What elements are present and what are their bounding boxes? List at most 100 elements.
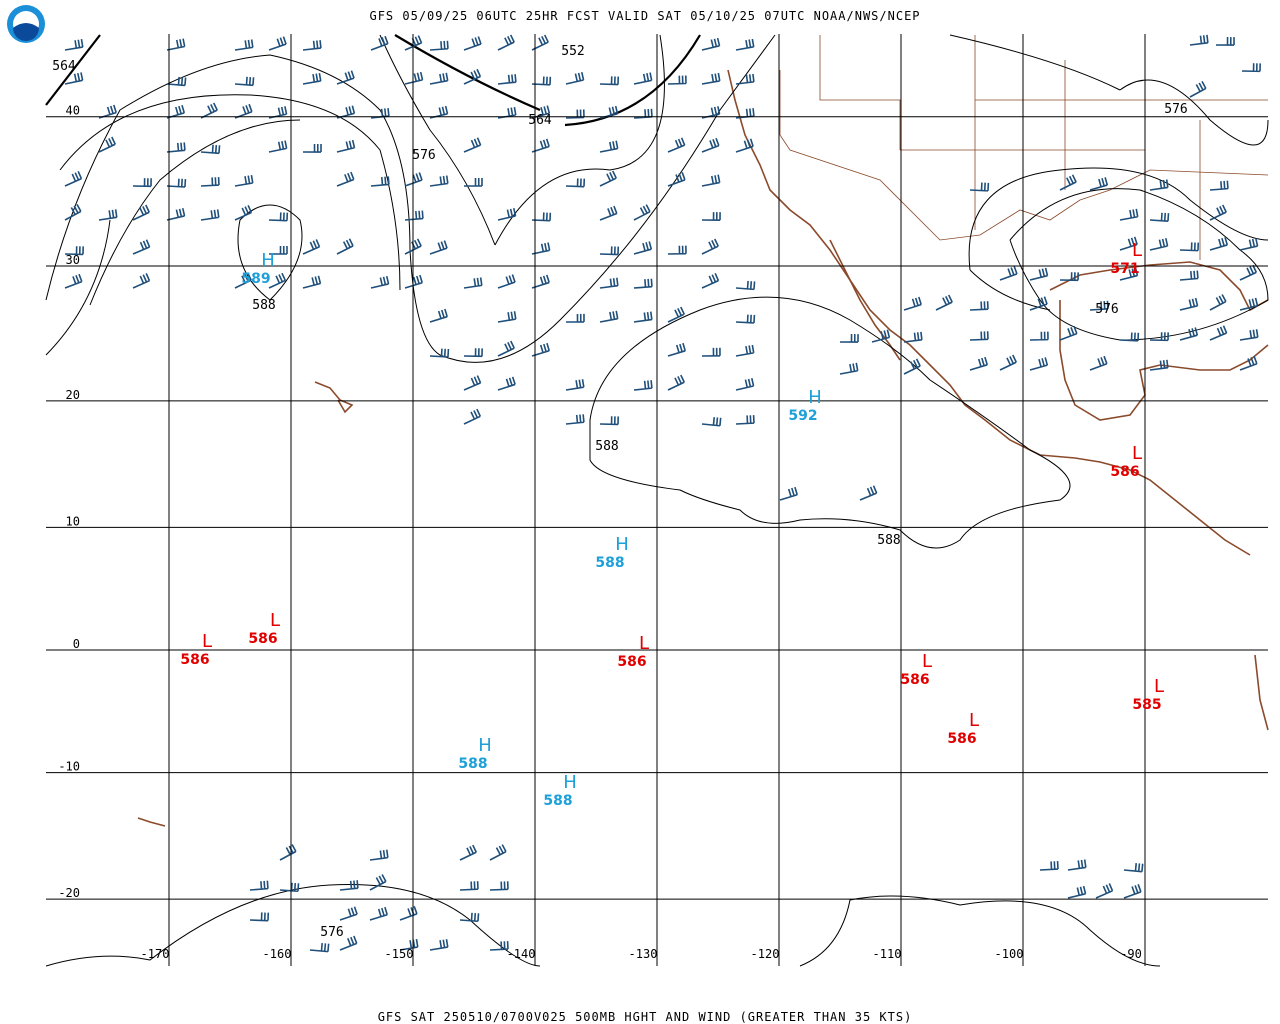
wind-barb [859, 485, 878, 501]
wind-barb [64, 171, 83, 187]
system-value: 571 [1110, 261, 1139, 277]
wind-barb [497, 311, 517, 323]
system-value: 592 [788, 408, 817, 424]
wind-barb [903, 296, 922, 311]
wind-barb [599, 205, 618, 221]
wind-barb [132, 178, 152, 188]
wind-barb [599, 310, 619, 323]
wind-barb [336, 171, 355, 187]
contour-label: 576 [412, 148, 435, 163]
wind-barb [249, 912, 270, 922]
wind-barb [463, 177, 483, 187]
wind-barb [599, 105, 619, 119]
contour-label: 588 [877, 533, 900, 548]
system-letter: H [478, 735, 492, 756]
wind-barb [599, 170, 617, 187]
wind-barb [98, 104, 117, 119]
wind-barb [1189, 81, 1207, 98]
wind-barb [599, 76, 620, 86]
wind-barb [969, 182, 990, 192]
wind-barb [463, 36, 482, 51]
lon-label: -90 [1120, 947, 1142, 961]
wind-barb [336, 139, 356, 153]
lon-label: -110 [873, 947, 902, 961]
wind-barb [404, 210, 424, 221]
system-letter: L [1132, 240, 1142, 261]
contour-label: 564 [52, 59, 76, 74]
wind-barb [234, 76, 255, 87]
system-value: 586 [248, 631, 277, 647]
wind-barb [701, 238, 719, 255]
wind-barb [302, 40, 322, 51]
wind-barb [903, 331, 923, 343]
system-value: 588 [543, 793, 572, 809]
wind-barb [459, 912, 480, 923]
wind-barb [302, 144, 322, 153]
wind-barb [1239, 238, 1259, 251]
wind-barb [1239, 329, 1259, 341]
wind-barb [735, 73, 755, 85]
lat-label: 30 [66, 253, 80, 267]
wind-barb [268, 212, 289, 222]
wind-barb [404, 71, 424, 85]
wind-barb [234, 103, 253, 119]
wind-barb [633, 311, 653, 323]
wind-barb [339, 880, 359, 891]
wind-barb [531, 212, 552, 222]
wind-barb [429, 939, 449, 951]
wind-barb [1215, 37, 1235, 46]
wind-barb [1149, 179, 1169, 191]
wind-barb [531, 105, 551, 119]
contour-label: 576 [320, 925, 343, 940]
wind-barb [234, 204, 253, 221]
wind-barb [64, 204, 82, 221]
wind-barb [132, 239, 151, 255]
wind-barb [234, 39, 254, 51]
wind-barb [166, 76, 187, 87]
wind-barb [429, 72, 449, 85]
wind-barb [735, 378, 755, 391]
wind-barb [735, 314, 756, 324]
wind-barb [200, 144, 221, 155]
wind-barb [701, 106, 721, 119]
wind-barb [565, 414, 585, 425]
wind-barb [489, 881, 509, 891]
wind-barb [779, 486, 798, 501]
wind-barb [336, 70, 355, 85]
wind-barb [531, 138, 550, 153]
wind-barb [459, 844, 477, 861]
wind-barb [1179, 297, 1199, 311]
wind-barb [701, 273, 720, 289]
wind-barb [302, 275, 322, 289]
wind-barb [701, 174, 721, 187]
wind-barb [735, 344, 755, 357]
wind-barb [98, 136, 116, 153]
wind-barb [969, 356, 988, 371]
system-value: 586 [1110, 464, 1139, 480]
system-letter: H [808, 387, 822, 408]
lat-label: -10 [58, 760, 80, 774]
system-letter: L [1132, 443, 1142, 464]
wind-barb [1029, 267, 1049, 281]
wind-barb [565, 379, 585, 391]
wind-barb [279, 844, 297, 861]
system-value: 589 [241, 271, 270, 287]
wind-barb [370, 176, 390, 187]
header-title: GFS 05/09/25 06UTC 25HR FCST VALID SAT 0… [369, 9, 920, 23]
wind-barb [429, 308, 448, 323]
wind-barb [565, 313, 585, 323]
wind-barb [1239, 297, 1259, 311]
wind-barb [871, 329, 891, 343]
lat-label: 40 [66, 104, 80, 118]
wind-barb [531, 242, 551, 255]
lon-label: -100 [995, 947, 1024, 961]
wind-barb [166, 104, 186, 119]
wind-barb [633, 278, 653, 289]
wind-barb [302, 239, 321, 255]
wind-barb [599, 246, 620, 256]
wind-barb [667, 137, 686, 153]
wind-barb [234, 272, 252, 289]
wind-barb [336, 238, 354, 255]
